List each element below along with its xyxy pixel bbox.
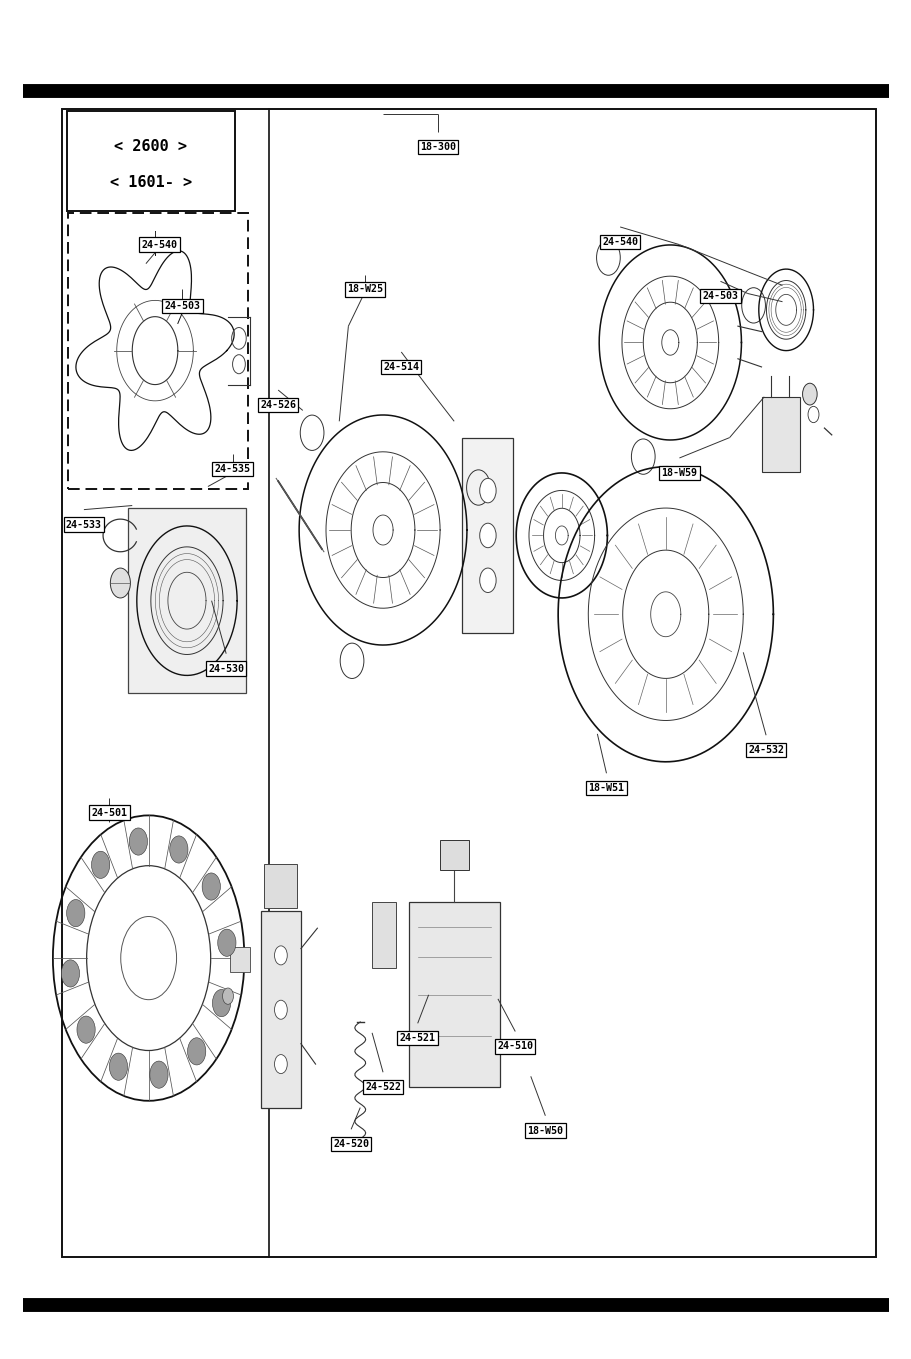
Circle shape bbox=[61, 959, 79, 987]
Circle shape bbox=[802, 383, 816, 405]
Circle shape bbox=[109, 1053, 128, 1080]
Circle shape bbox=[479, 568, 496, 593]
Circle shape bbox=[807, 406, 818, 423]
Bar bbox=[68, 213, 248, 489]
Bar bbox=[261, 911, 301, 1108]
Bar bbox=[372, 902, 395, 968]
Circle shape bbox=[479, 478, 496, 503]
Circle shape bbox=[110, 568, 130, 598]
Circle shape bbox=[188, 1038, 206, 1065]
Circle shape bbox=[274, 946, 287, 965]
Text: < 2600 >: < 2600 > bbox=[114, 139, 188, 154]
Text: 24-540: 24-540 bbox=[141, 239, 178, 250]
Text: 24-501: 24-501 bbox=[91, 807, 128, 818]
Circle shape bbox=[149, 1061, 168, 1089]
Circle shape bbox=[218, 930, 236, 957]
Bar bbox=[264, 864, 297, 908]
Circle shape bbox=[212, 989, 230, 1017]
Text: 24-510: 24-510 bbox=[496, 1041, 533, 1052]
Text: 24-514: 24-514 bbox=[383, 361, 419, 372]
Text: 24-533: 24-533 bbox=[66, 519, 102, 530]
Circle shape bbox=[202, 872, 220, 900]
Circle shape bbox=[67, 900, 85, 927]
Text: 24-540: 24-540 bbox=[601, 236, 638, 247]
Text: 18-300: 18-300 bbox=[419, 141, 456, 152]
Text: 24-535: 24-535 bbox=[214, 463, 251, 474]
Text: 24-522: 24-522 bbox=[364, 1082, 401, 1093]
Bar bbox=[62, 109, 875, 1257]
Bar bbox=[67, 111, 235, 211]
Circle shape bbox=[222, 988, 233, 1004]
Text: 24-532: 24-532 bbox=[747, 745, 783, 756]
Text: 24-520: 24-520 bbox=[333, 1139, 369, 1150]
Circle shape bbox=[77, 1017, 95, 1044]
Bar bbox=[128, 508, 246, 693]
Bar bbox=[439, 840, 468, 870]
Text: 24-521: 24-521 bbox=[399, 1033, 435, 1044]
Circle shape bbox=[91, 851, 109, 878]
Text: 18-W25: 18-W25 bbox=[346, 284, 383, 295]
Text: 18-W50: 18-W50 bbox=[527, 1125, 563, 1136]
Circle shape bbox=[169, 836, 188, 863]
Circle shape bbox=[274, 1055, 287, 1074]
Bar bbox=[462, 438, 513, 633]
Text: 24-526: 24-526 bbox=[260, 400, 296, 410]
Text: 24-530: 24-530 bbox=[208, 663, 244, 674]
Circle shape bbox=[274, 1000, 287, 1019]
Bar bbox=[761, 397, 799, 472]
Text: 18-W59: 18-W59 bbox=[660, 467, 697, 478]
Bar bbox=[230, 947, 250, 972]
Circle shape bbox=[479, 523, 496, 548]
Text: 24-503: 24-503 bbox=[164, 300, 200, 311]
Text: 18-W51: 18-W51 bbox=[588, 783, 624, 794]
Text: 24-503: 24-503 bbox=[701, 291, 738, 302]
Bar bbox=[408, 902, 499, 1087]
Circle shape bbox=[129, 828, 148, 855]
Text: < 1601- >: < 1601- > bbox=[109, 175, 192, 190]
